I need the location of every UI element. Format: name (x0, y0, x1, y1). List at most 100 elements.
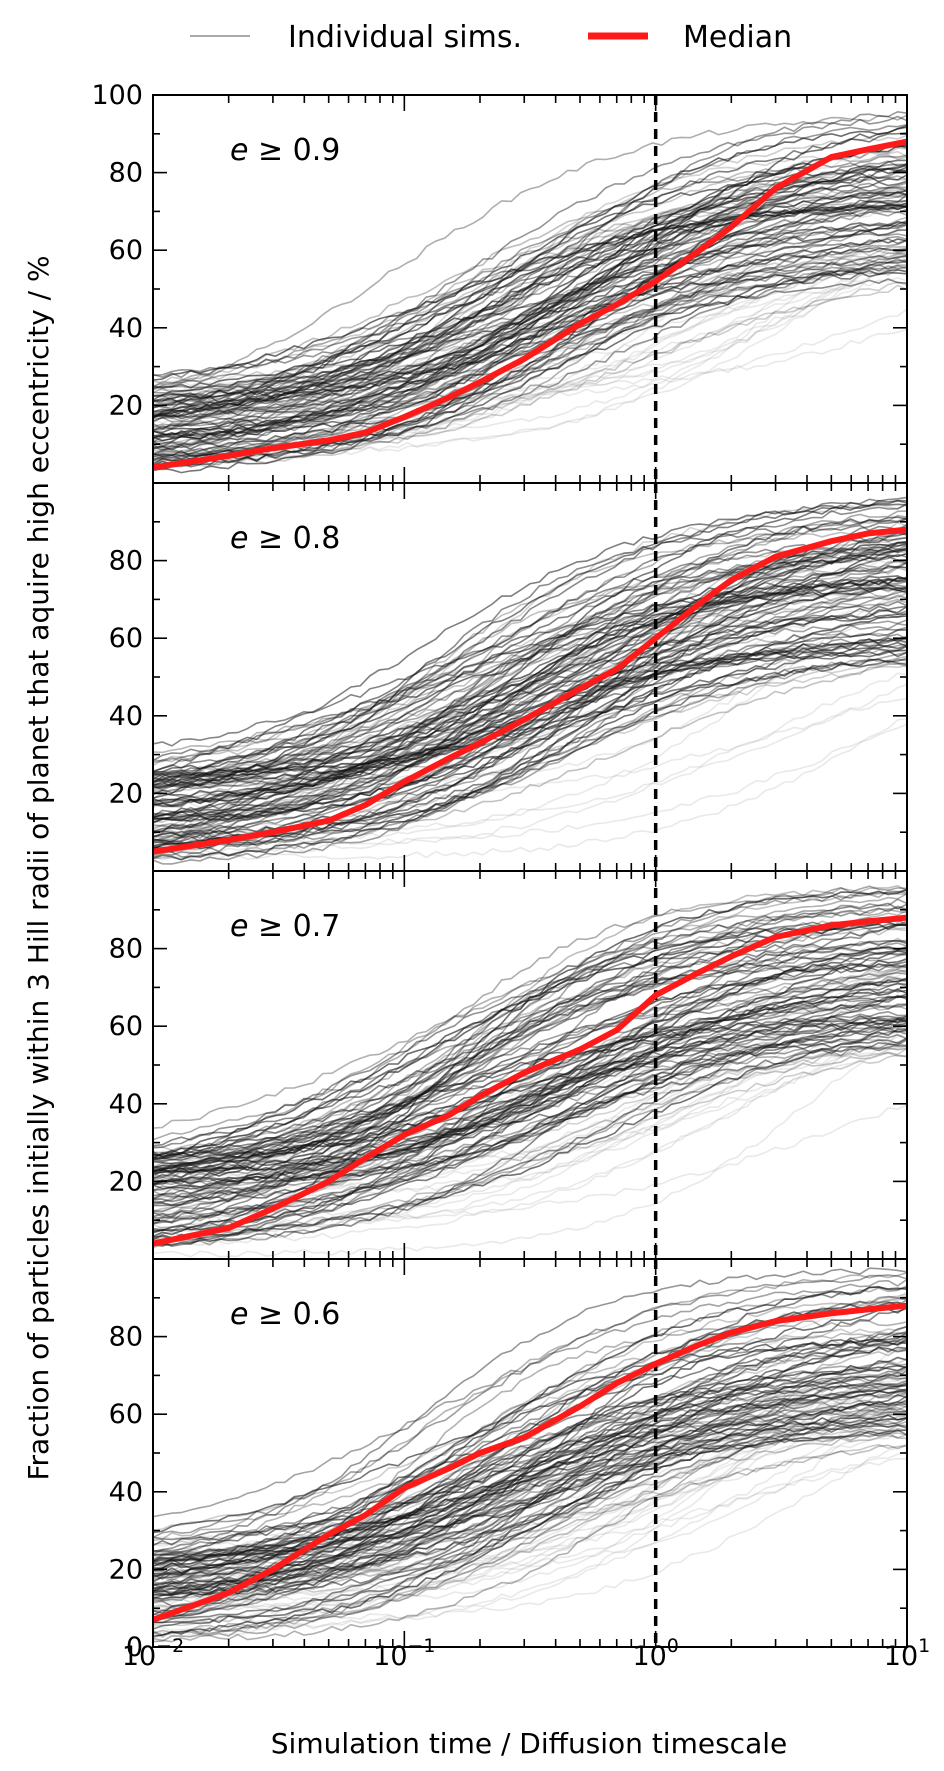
individual-sim-curve (153, 1358, 907, 1627)
individual-sim-curve (153, 717, 907, 861)
individual-sim-curve (153, 189, 907, 407)
y-tick-label: 80 (109, 934, 143, 965)
individual-sim-curve (153, 143, 907, 397)
individual-sim-curve (153, 1306, 907, 1575)
panel-label: e ≥ 0.6 (230, 1297, 340, 1332)
individual-sim-curve (153, 182, 907, 432)
individual-sim-curve (153, 187, 907, 443)
individual-sim-curve (153, 180, 907, 420)
individual-sim-curve (153, 191, 907, 388)
individual-sim-curve (153, 281, 907, 471)
x-tick-label: 100 (632, 1635, 678, 1672)
individual-sim-curve (153, 1414, 907, 1571)
individual-sim-curve (153, 239, 907, 423)
panel-2: 80 60 40 20 e ≥ 0.8 (109, 482, 908, 872)
individual-sim-curve (153, 589, 907, 767)
individual-sim-curve (153, 1383, 907, 1607)
individual-sim-curve (153, 939, 907, 1158)
individual-sim-curve (153, 540, 907, 818)
individual-sim-curve (153, 1357, 907, 1613)
individual-sim-curve (153, 1408, 907, 1592)
individual-sim-curve (153, 499, 907, 784)
individual-sim-curve (153, 888, 907, 1238)
individual-sim-curve (153, 619, 907, 849)
individual-sim-curve (153, 125, 907, 404)
individual-sim-curve (153, 1432, 907, 1572)
individual-sim-curve (153, 891, 907, 1232)
individual-sim-curve (153, 1017, 907, 1212)
individual-sim-curve (153, 622, 907, 784)
x-tick-exponent: 0 (667, 1635, 679, 1657)
individual-sim-curve (153, 175, 907, 416)
individual-sim-curve (153, 958, 907, 1179)
individual-sim-curve (153, 1025, 907, 1183)
individual-sim-curve (153, 1037, 907, 1158)
individual-sim-curve (153, 1019, 907, 1185)
individual-sims (153, 1267, 907, 1643)
x-tick-base: 10 (884, 1641, 918, 1672)
individual-sim-curve (153, 216, 907, 394)
y-tick-label: 80 (109, 546, 143, 577)
individual-sim-curve (153, 1415, 907, 1570)
individual-sim-curve (153, 594, 907, 822)
individual-sim-curve (153, 1326, 907, 1547)
individual-sim-curve (153, 1364, 907, 1614)
individual-sim-curve (153, 988, 907, 1172)
individual-sim-curve (153, 567, 907, 805)
individual-sim-curve (153, 1341, 907, 1562)
individual-sim-curve (153, 159, 907, 474)
individual-sim-curve (153, 1030, 907, 1201)
individual-sim-curve (153, 514, 907, 817)
panel-label: e ≥ 0.8 (230, 521, 340, 556)
individual-sims (153, 884, 907, 1258)
panel-label-threshold: ≥ 0.9 (248, 133, 340, 168)
panel-label-threshold: ≥ 0.7 (248, 909, 340, 944)
individual-sim-curve (153, 1417, 907, 1568)
individual-sim-curve (153, 544, 907, 833)
individual-sim-curve (153, 1371, 907, 1616)
individual-sim-curve (153, 246, 907, 411)
individual-sim-curve (153, 576, 907, 819)
individual-sim-curve (153, 1339, 907, 1563)
individual-sim-curve (153, 269, 907, 466)
individual-sim-curve (153, 1382, 907, 1542)
individual-sim-curve (153, 160, 907, 405)
panel-label: e ≥ 0.7 (230, 909, 340, 944)
individual-sim-curve (153, 561, 907, 865)
individual-sim-curve (153, 1015, 907, 1161)
y-tick-label: 0 (126, 1632, 143, 1663)
panel-1: 100 80 60 40 20 e ≥ 0.9 (91, 80, 908, 484)
individual-sim-curve (153, 637, 907, 853)
individual-sim-curve (153, 192, 907, 468)
individual-sim-curve (153, 1267, 907, 1553)
individual-sim-curve (153, 945, 907, 1232)
individual-sim-curve (153, 1274, 907, 1539)
individual-sim-curve (153, 245, 907, 469)
x-tick-exponent: 1 (918, 1635, 930, 1657)
individual-sim-curve (153, 885, 907, 1161)
individual-sim-curve (153, 499, 907, 772)
x-tick-base: 10 (632, 1641, 666, 1672)
individual-sim-curve (153, 1361, 907, 1639)
individual-sim-curve (153, 193, 907, 437)
individual-sim-curve (153, 269, 907, 418)
individual-sim-curve (153, 907, 907, 1162)
individual-sim-curve (153, 1366, 907, 1580)
panel-label-threshold: ≥ 0.6 (248, 1297, 340, 1332)
individual-sim-curve (153, 1403, 907, 1591)
individual-sim-curve (153, 254, 907, 410)
x-tick-exponent: −1 (408, 1635, 436, 1657)
individual-sim-curve (153, 586, 907, 773)
individual-sim-curve (153, 255, 907, 416)
individual-sim-curve (153, 951, 907, 1141)
individual-sim-curve (153, 1398, 907, 1638)
individual-sim-curve (153, 247, 907, 448)
y-tick-label: 20 (109, 778, 143, 809)
individual-sim-curve (153, 1018, 907, 1158)
median-line (153, 526, 907, 855)
individual-sim-curve (153, 629, 907, 833)
individual-sim-curve (153, 1420, 907, 1562)
individual-sim-curve (153, 920, 907, 1158)
legend: Individual sims. Median (190, 20, 792, 55)
